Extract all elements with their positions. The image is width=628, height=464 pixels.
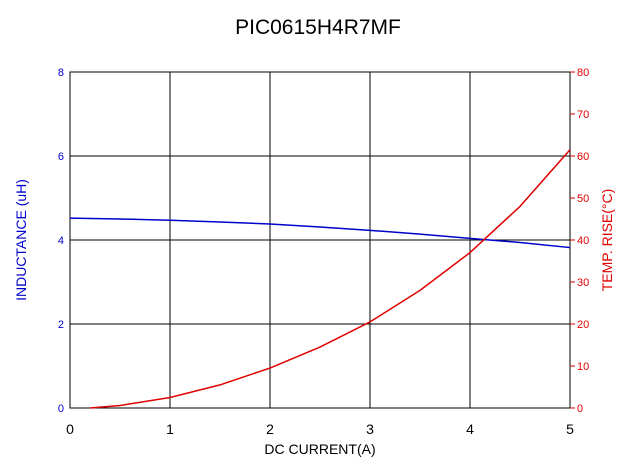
series-layer bbox=[69, 149, 571, 409]
y-left-axis-label: INDUCTANCE (uH) bbox=[13, 179, 29, 301]
y-right-tick-label: 30 bbox=[577, 277, 589, 289]
y-left-tick-label: 4 bbox=[58, 235, 64, 247]
x-axis-label: DC CURRENT(A) bbox=[264, 441, 375, 457]
temp-rise-series-line bbox=[89, 149, 571, 409]
y-right-tick-label: 80 bbox=[577, 67, 589, 79]
y-left-tick-label: 0 bbox=[58, 403, 64, 415]
x-tick-label: 3 bbox=[366, 421, 374, 437]
chart-title: PIC0615H4R7MF bbox=[235, 16, 401, 39]
y-left-axis-ticks: 0 2 4 6 8 bbox=[58, 67, 64, 415]
y-left-tick-label: 8 bbox=[58, 67, 64, 79]
y-right-tick-label: 40 bbox=[577, 235, 589, 247]
y-right-tick-label: 60 bbox=[577, 151, 589, 163]
y-right-tick-label: 70 bbox=[577, 109, 589, 121]
y-right-tick-label: 10 bbox=[577, 361, 589, 373]
x-tick-label: 5 bbox=[566, 421, 574, 437]
x-tick-label: 2 bbox=[266, 421, 274, 437]
y-right-tick-label: 0 bbox=[577, 403, 583, 415]
y-right-axis-label: TEMP. RISE(°C) bbox=[599, 189, 615, 292]
inductance-series-line bbox=[69, 217, 571, 249]
y-right-axis-ticks: 0 10 20 30 40 50 60 70 80 bbox=[570, 67, 589, 415]
x-tick-label: 4 bbox=[466, 421, 474, 437]
x-axis-ticks: 0 1 2 3 4 5 bbox=[66, 421, 574, 437]
y-left-tick-label: 2 bbox=[58, 319, 64, 331]
y-right-tick-label: 50 bbox=[577, 193, 589, 205]
x-tick-label: 0 bbox=[66, 421, 74, 437]
y-right-tick-label: 20 bbox=[577, 319, 589, 331]
x-tick-label: 1 bbox=[166, 421, 174, 437]
y-left-tick-label: 6 bbox=[58, 151, 64, 163]
